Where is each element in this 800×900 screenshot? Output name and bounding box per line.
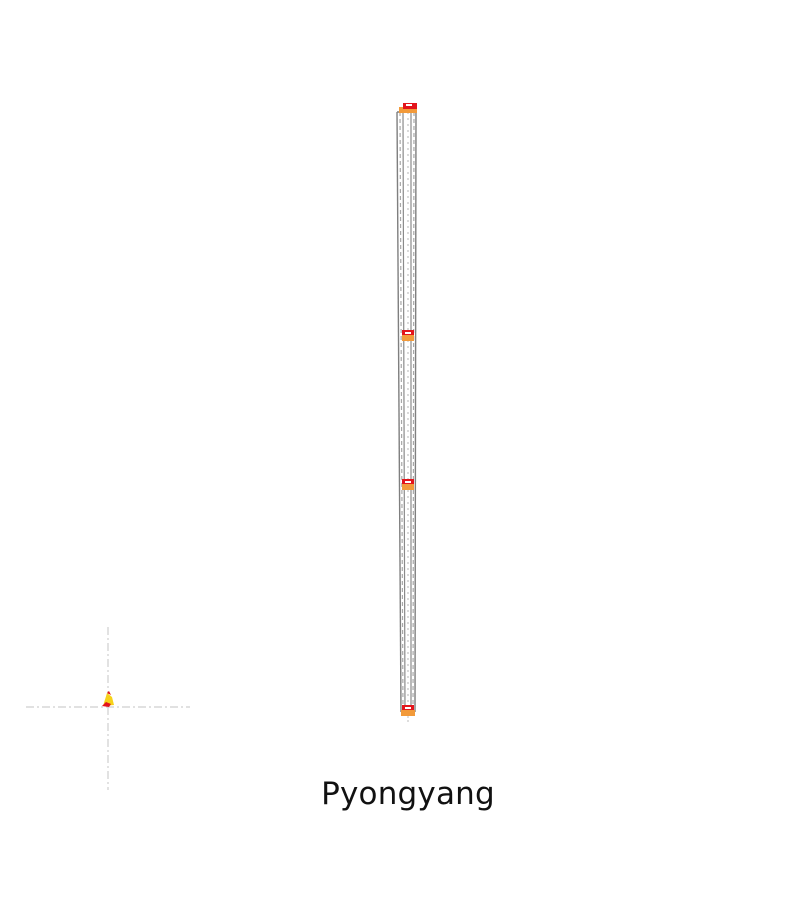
station-upper-icon[interactable] [402, 330, 414, 341]
metro-line-tracks [396, 111, 417, 722]
station-north-icon[interactable] [399, 103, 417, 113]
city-label: Pyongyang [321, 776, 495, 812]
crosshair-guide [26, 627, 190, 790]
location-pin-icon[interactable] [102, 691, 114, 707]
station-middle-icon[interactable] [402, 479, 414, 490]
station-south-icon[interactable] [401, 705, 415, 716]
